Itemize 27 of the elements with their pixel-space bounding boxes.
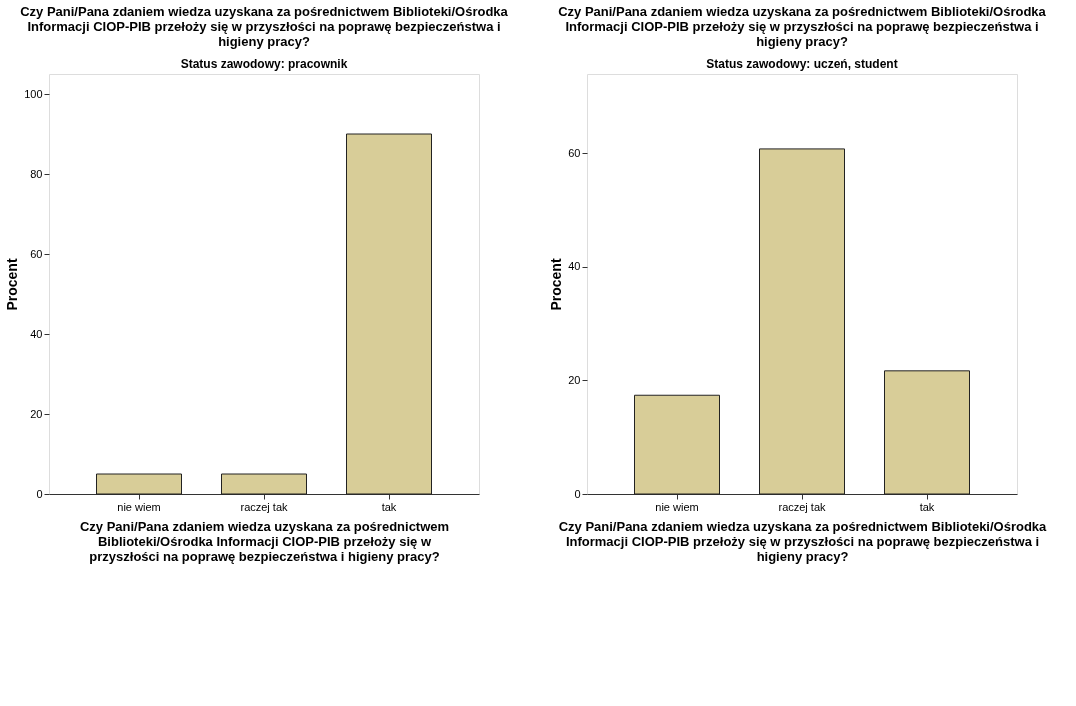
y-tick-label: 60 (568, 146, 581, 159)
y-tick-label: 0 (36, 487, 43, 500)
chart-subtitle: Status zawodowy: uczeń, student (706, 57, 898, 71)
y-tick-label: 20 (568, 373, 581, 386)
x-tick-label: nie wiem (117, 500, 161, 513)
bar (759, 148, 845, 495)
y-tick-label: 100 (24, 87, 43, 100)
chart-title: Czy Pani/Pana zdaniem wiedza uzyskana za pośrednictwem Biblioteki/Ośrodka Informacji CIOP-PIB przełoży się w przyszłości na poprawę bezpieczeństwa i higieny pracy? (20, 4, 509, 49)
x-axis-title: Czy Pani/Pana zdaniem wiedza uzyskana za pośrednictwem Biblioteki/Ośrodka Informacji CIOP-PIB przełoży się w przyszłości na poprawę bezpieczeństwa i higieny pracy? (79, 518, 450, 564)
x-tick-label: tak (919, 500, 935, 513)
y-tick-label: 40 (30, 327, 43, 340)
y-tick-label: 60 (30, 247, 43, 260)
x-tick-label: tak (381, 500, 397, 513)
x-tick-label: raczej tak (240, 500, 289, 513)
chart-subtitle: Status zawodowy: pracownik (180, 57, 348, 71)
bar (634, 394, 720, 495)
x-tick-label: raczej tak (778, 500, 827, 513)
y-tick-label: 40 (568, 260, 581, 273)
x-axis-title: Czy Pani/Pana zdaniem wiedza uzyskana za pośrednictwem Biblioteki/Ośrodka Informacji CIOP-PIB przełoży się w przyszłości na poprawę bezpieczeństwa i higieny pracy? (558, 518, 1048, 564)
x-tick-label: nie wiem (655, 500, 699, 513)
y-tick-label: 80 (30, 167, 43, 180)
y-tick-label: 20 (30, 407, 43, 420)
bar (884, 370, 970, 495)
chart-title: Czy Pani/Pana zdaniem wiedza uzyskana za pośrednictwem Biblioteki/Ośrodka Informacji CIOP-PIB przełoży się w przyszłości na poprawę bezpieczeństwa i higieny pracy? (558, 4, 1047, 49)
y-axis-title: Procent (4, 258, 21, 311)
y-axis-title: Procent (548, 258, 565, 311)
y-tick-label: 0 (574, 487, 581, 500)
